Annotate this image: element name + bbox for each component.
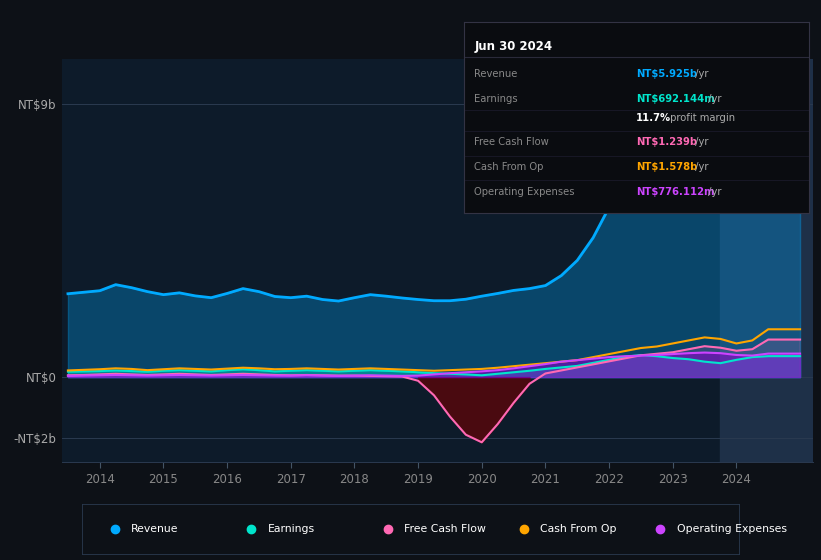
Text: Operating Expenses: Operating Expenses (475, 187, 575, 197)
Text: 11.7%: 11.7% (636, 113, 672, 123)
Text: Free Cash Flow: Free Cash Flow (404, 524, 486, 534)
Text: Jun 30 2024: Jun 30 2024 (475, 40, 553, 53)
Text: Operating Expenses: Operating Expenses (677, 524, 787, 534)
Bar (721, 59, 813, 462)
Text: /yr: /yr (692, 69, 709, 79)
Text: NT$692.144m: NT$692.144m (636, 94, 715, 104)
Text: Cash From Op: Cash From Op (540, 524, 617, 534)
Text: Free Cash Flow: Free Cash Flow (475, 137, 549, 147)
Text: Earnings: Earnings (268, 524, 314, 534)
Text: NT$1.578b: NT$1.578b (636, 162, 698, 172)
Text: /yr: /yr (704, 94, 721, 104)
Text: /yr: /yr (692, 137, 709, 147)
Text: /yr: /yr (704, 187, 721, 197)
Text: /yr: /yr (692, 162, 709, 172)
Text: NT$776.112m: NT$776.112m (636, 187, 715, 197)
Text: Earnings: Earnings (475, 94, 518, 104)
Text: profit margin: profit margin (667, 113, 736, 123)
Text: NT$1.239b: NT$1.239b (636, 137, 697, 147)
Text: Revenue: Revenue (475, 69, 517, 79)
Text: NT$5.925b: NT$5.925b (636, 69, 697, 79)
Text: Cash From Op: Cash From Op (475, 162, 544, 172)
Text: Revenue: Revenue (131, 524, 179, 534)
